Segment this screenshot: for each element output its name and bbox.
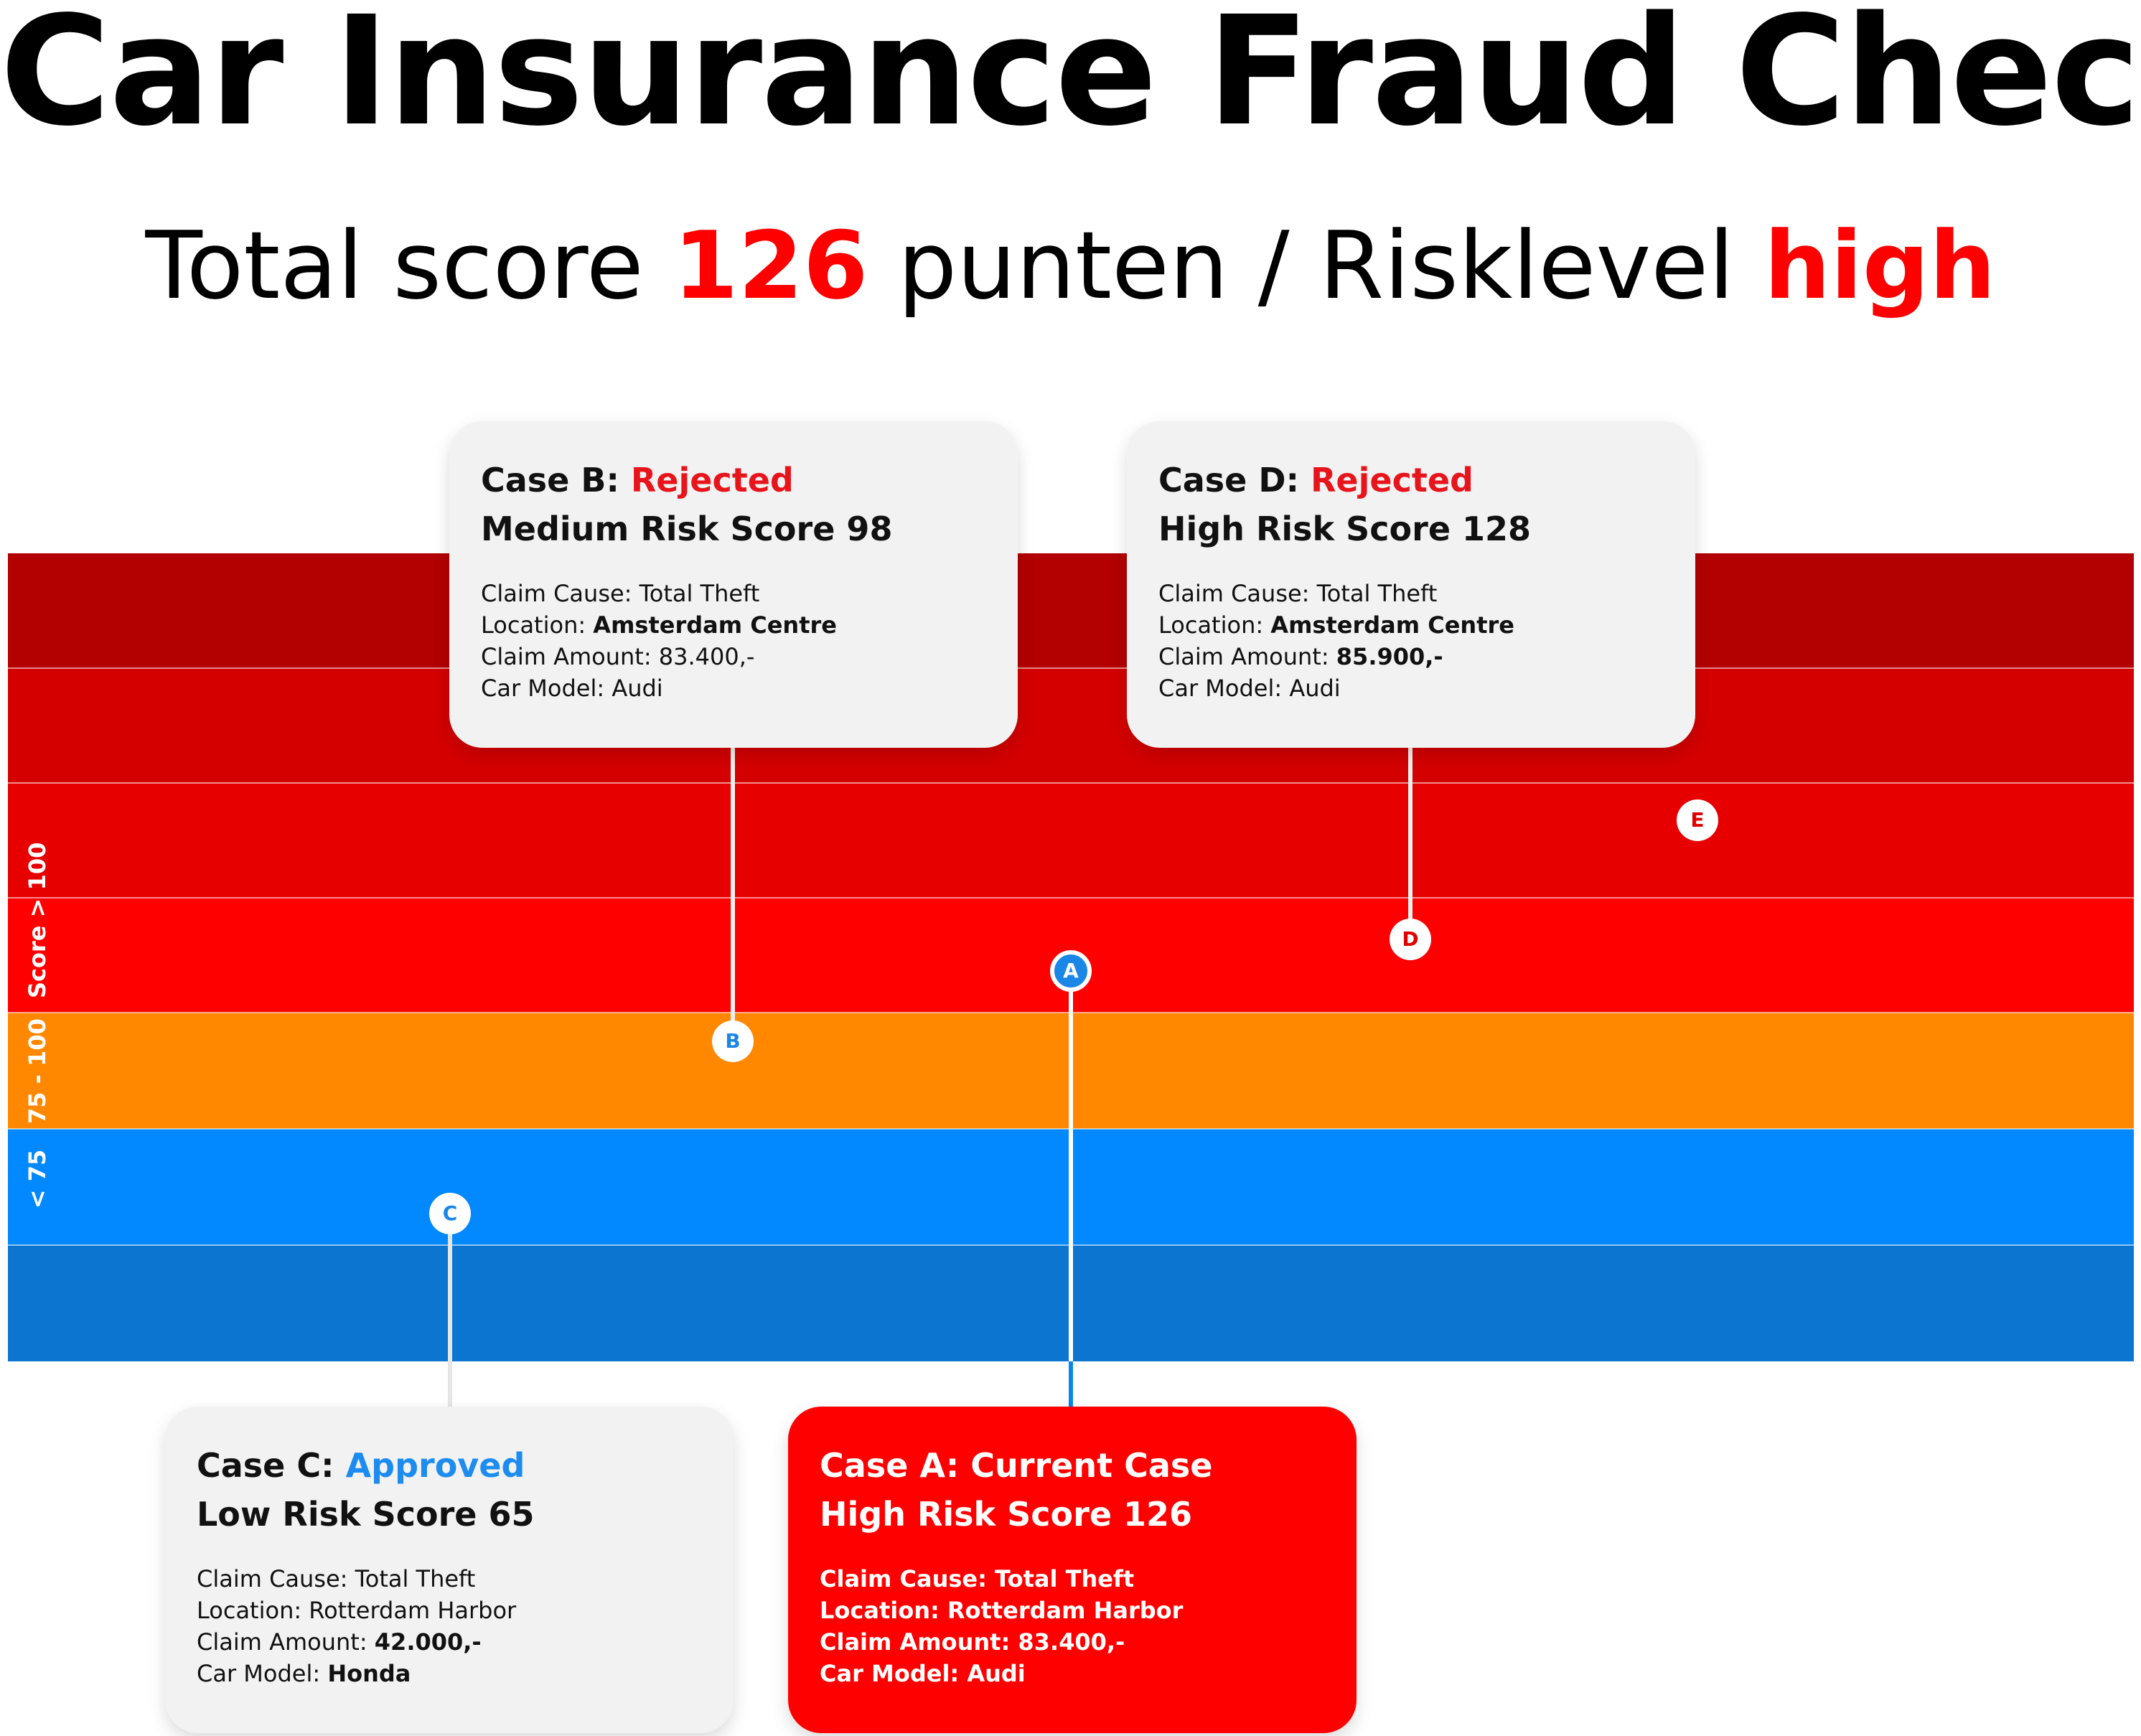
location-label: Location: (820, 1597, 940, 1624)
case-c-card[interactable]: Case C: Approved Low Risk Score 65 Claim… (165, 1407, 734, 1733)
risk-band-high-2 (8, 668, 2134, 783)
location-label: Location: (481, 611, 586, 639)
car-model-value: Audi (1289, 675, 1341, 702)
case-b-details: Claim Cause: Total Theft Location: Amste… (481, 578, 986, 704)
band-label-medium: 75 - 100 (24, 1018, 51, 1124)
claim-amount-label: Claim Amount: (820, 1628, 1011, 1656)
car-model-value: Audi (967, 1660, 1026, 1687)
case-d-heading: Case D: Rejected (1158, 456, 1664, 505)
case-d-details: Claim Cause: Total Theft Location: Amste… (1158, 578, 1664, 704)
case-a-marker[interactable]: A (1050, 950, 1092, 992)
car-model-value: Audi (612, 675, 663, 702)
case-d-status: Rejected (1311, 461, 1474, 499)
case-e-marker[interactable]: E (1677, 799, 1718, 841)
location-value: Rotterdam Harbor (947, 1597, 1184, 1624)
car-model-label: Car Model: (481, 675, 605, 702)
claim-amount-label: Claim Amount: (481, 643, 652, 670)
total-score-unit: punten / Risklevel (897, 211, 1735, 320)
total-score-line: Total score 126 punten / Risklevel high (0, 215, 2141, 316)
connector-line-a-bottom (1069, 1361, 1073, 1407)
connector-line-a (1069, 990, 1073, 1407)
car-model-label: Car Model: (197, 1660, 321, 1687)
case-b-heading: Case B: Rejected (481, 456, 986, 505)
band-divider (8, 897, 2134, 899)
case-a-title: Case A: Current Case (820, 1446, 1213, 1485)
risk-band-high-3 (8, 783, 2134, 898)
case-c-heading: Case C: Approved (197, 1441, 702, 1490)
location-label: Location: (1158, 611, 1264, 639)
case-b-card[interactable]: Case B: Rejected Medium Risk Score 98 Cl… (449, 421, 1018, 748)
claim-amount-value: 42.000,- (374, 1628, 482, 1656)
location-value: Amsterdam Centre (1270, 611, 1514, 639)
connector-line-c (448, 1233, 452, 1407)
case-c-risk: Low Risk Score 65 (197, 1495, 535, 1534)
claim-cause-value: Total Theft (355, 1565, 476, 1592)
case-a-details: Claim Cause: Total Theft Location: Rotte… (820, 1563, 1325, 1689)
claim-amount-label: Claim Amount: (197, 1628, 367, 1656)
claim-cause-label: Claim Cause: (820, 1565, 987, 1592)
case-a-risk: High Risk Score 126 (820, 1495, 1193, 1534)
case-b-status: Rejected (630, 461, 794, 499)
risk-band-high-1 (8, 553, 2134, 668)
connector-line-d (1408, 746, 1413, 940)
case-d-card[interactable]: Case D: Rejected High Risk Score 128 Cla… (1127, 421, 1695, 748)
band-label-low: < 75 (24, 1149, 51, 1209)
car-model-value: Honda (327, 1660, 411, 1687)
connector-line-b (731, 746, 735, 1041)
band-divider (8, 667, 2134, 669)
case-b-marker[interactable]: B (712, 1021, 754, 1062)
claim-cause-value: Total Theft (995, 1565, 1135, 1592)
location-value: Rotterdam Harbor (309, 1597, 517, 1624)
claim-amount-value: 85.900,- (1336, 643, 1443, 670)
claim-cause-value: Total Theft (639, 580, 760, 607)
claim-cause-value: Total Theft (1316, 580, 1438, 607)
total-score-value: 126 (673, 211, 868, 320)
risk-level-value: high (1763, 211, 1996, 320)
claim-amount-value: 83.400,- (658, 643, 755, 670)
car-model-label: Car Model: (1158, 675, 1283, 702)
claim-cause-label: Claim Cause: (481, 580, 632, 607)
location-label: Location: (197, 1597, 302, 1624)
case-b-title: Case B: (481, 461, 619, 499)
band-label-high: Score > 100 (24, 842, 51, 998)
band-divider (8, 782, 2134, 784)
case-a-card[interactable]: Case A: Current Case High Risk Score 126… (788, 1407, 1357, 1733)
claim-cause-label: Claim Cause: (1158, 580, 1310, 607)
car-model-label: Car Model: (820, 1660, 960, 1687)
claim-amount-value: 83.400,- (1018, 1628, 1125, 1656)
location-value: Amsterdam Centre (593, 611, 837, 639)
claim-amount-label: Claim Amount: (1158, 643, 1329, 670)
claim-cause-label: Claim Cause: (197, 1565, 348, 1592)
page-title: Car Insurance Fraud Check (0, 0, 2141, 159)
case-b-risk: Medium Risk Score 98 (481, 510, 893, 548)
case-d-marker[interactable]: D (1390, 919, 1431, 960)
case-c-status: Approved (345, 1446, 525, 1485)
total-score-prefix: Total score (145, 211, 644, 320)
case-d-title: Case D: (1158, 461, 1299, 499)
case-d-risk: High Risk Score 128 (1158, 510, 1532, 548)
case-c-marker[interactable]: C (429, 1193, 471, 1234)
case-c-title: Case C: (197, 1446, 334, 1485)
case-c-details: Claim Cause: Total Theft Location: Rotte… (197, 1563, 702, 1689)
